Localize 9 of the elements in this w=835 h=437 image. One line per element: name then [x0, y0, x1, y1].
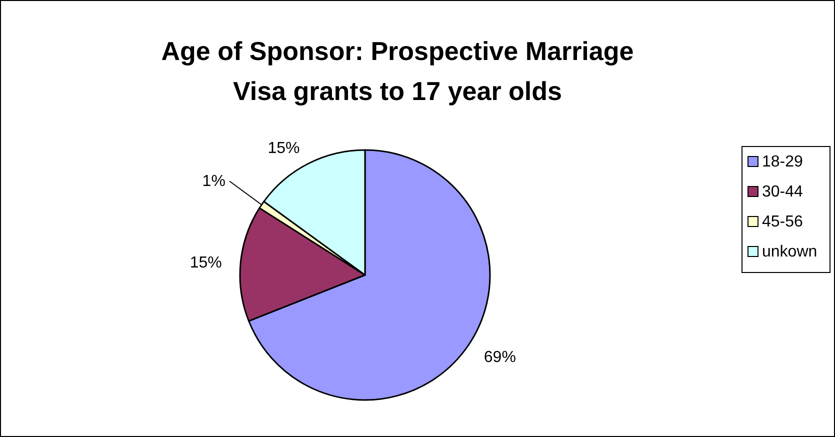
data-label: 15%	[190, 254, 222, 272]
legend-label: unkown	[762, 244, 818, 260]
chart-title: Age of Sponsor: Prospective Marriage Visa grants to 17 year olds	[161, 36, 634, 106]
data-label: 15%	[268, 140, 300, 157]
legend-label: 45-56	[762, 214, 804, 230]
data-label: 69%	[484, 348, 516, 366]
legend-label: 18-29	[762, 154, 804, 170]
data-label: 1%	[202, 173, 226, 190]
legend-label: 30-44	[762, 184, 804, 200]
